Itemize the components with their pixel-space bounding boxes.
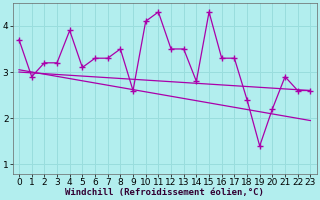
X-axis label: Windchill (Refroidissement éolien,°C): Windchill (Refroidissement éolien,°C) — [65, 188, 264, 197]
